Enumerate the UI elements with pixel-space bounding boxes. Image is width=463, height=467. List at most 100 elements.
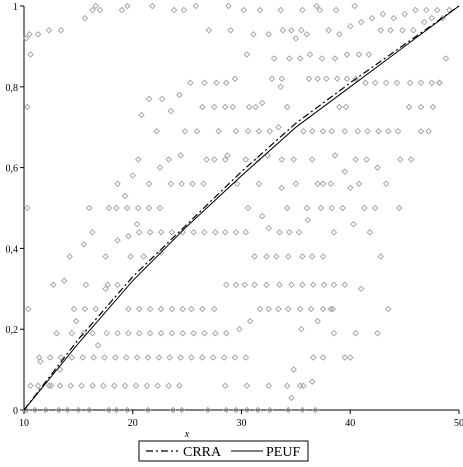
- scatter-markers: [22, 2, 453, 414]
- data-point: [158, 95, 166, 103]
- data-point: [310, 281, 317, 288]
- data-point: [89, 382, 96, 389]
- data-point: [114, 180, 121, 187]
- data-point: [111, 382, 118, 389]
- data-point: [221, 382, 229, 389]
- data-point: [350, 220, 357, 228]
- data-point: [343, 51, 351, 58]
- data-point: [166, 354, 173, 361]
- data-point: [405, 103, 413, 111]
- data-point: [190, 229, 197, 236]
- data-point: [299, 281, 306, 288]
- data-point: [296, 382, 304, 389]
- data-point: [243, 406, 251, 414]
- data-point: [328, 204, 335, 212]
- data-point: [308, 156, 316, 163]
- tick-marks: [20, 5, 460, 414]
- data-point: [101, 354, 108, 361]
- data-point: [412, 6, 419, 14]
- data-point: [156, 164, 164, 171]
- data-point: [114, 330, 121, 337]
- data-point: [224, 152, 231, 159]
- data-point: [314, 75, 321, 82]
- data-point: [354, 128, 362, 135]
- data-point: [327, 180, 334, 187]
- data-point: [92, 305, 100, 313]
- data-point: [125, 305, 132, 313]
- data-point: [121, 192, 129, 200]
- data-point: [244, 204, 252, 212]
- data-point: [192, 2, 200, 10]
- data-point: [329, 305, 337, 313]
- legend: CRRA PEUF: [138, 440, 309, 462]
- data-point: [178, 406, 185, 414]
- data-point: [193, 128, 201, 135]
- data-point: [203, 156, 210, 163]
- data-point: [420, 18, 428, 26]
- data-point: [232, 281, 240, 288]
- data-point: [68, 330, 76, 337]
- data-point: [266, 406, 274, 414]
- data-point: [157, 229, 165, 236]
- data-point: [316, 6, 324, 14]
- data-point: [225, 2, 232, 10]
- data-point: [295, 229, 303, 236]
- data-point: [283, 382, 291, 389]
- data-point: [55, 406, 63, 414]
- data-point: [317, 204, 325, 212]
- data-point: [165, 382, 172, 389]
- data-point: [66, 253, 73, 260]
- data-point: [145, 95, 153, 103]
- data-point: [265, 31, 272, 38]
- data-point: [170, 6, 178, 14]
- data-point: [308, 378, 316, 385]
- data-point: [362, 79, 369, 86]
- data-point: [114, 237, 121, 244]
- data-point: [178, 180, 185, 187]
- data-point: [34, 31, 42, 38]
- data-point: [92, 2, 100, 10]
- data-point: [379, 10, 387, 18]
- data-point: [401, 10, 408, 18]
- data-point: [327, 305, 334, 313]
- data-point: [189, 180, 196, 187]
- series-line-peuf: [23, 5, 460, 411]
- data-point: [255, 128, 263, 135]
- data-point: [385, 305, 392, 313]
- data-point: [144, 406, 152, 414]
- data-point: [410, 27, 417, 34]
- data-point: [319, 253, 327, 260]
- data-point: [136, 330, 143, 337]
- data-point: [132, 382, 140, 389]
- data-point: [81, 305, 89, 313]
- data-point: [357, 18, 365, 26]
- data-point: [231, 75, 239, 82]
- data-point: [308, 253, 316, 260]
- y-tick-label: 1: [13, 2, 18, 13]
- data-point: [80, 241, 88, 248]
- data-point: [24, 103, 31, 111]
- data-point: [220, 354, 228, 361]
- x-axis-label: x: [184, 429, 190, 440]
- data-point: [67, 382, 74, 389]
- data-point: [352, 156, 359, 163]
- data-point: [89, 330, 96, 337]
- data-point: [168, 330, 176, 337]
- data-point: [64, 406, 71, 414]
- data-point: [82, 281, 90, 288]
- data-point: [177, 152, 184, 159]
- data-point: [300, 382, 307, 389]
- data-point: [342, 103, 350, 111]
- data-point: [78, 382, 85, 389]
- x-tick-label: 40: [345, 418, 355, 429]
- data-point: [305, 75, 313, 82]
- data-point: [299, 6, 306, 14]
- data-point: [341, 128, 349, 135]
- data-point: [290, 156, 297, 163]
- data-point: [102, 253, 109, 260]
- data-point: [75, 406, 82, 414]
- data-point: [243, 51, 251, 58]
- data-point: [347, 22, 354, 30]
- data-point: [377, 253, 384, 260]
